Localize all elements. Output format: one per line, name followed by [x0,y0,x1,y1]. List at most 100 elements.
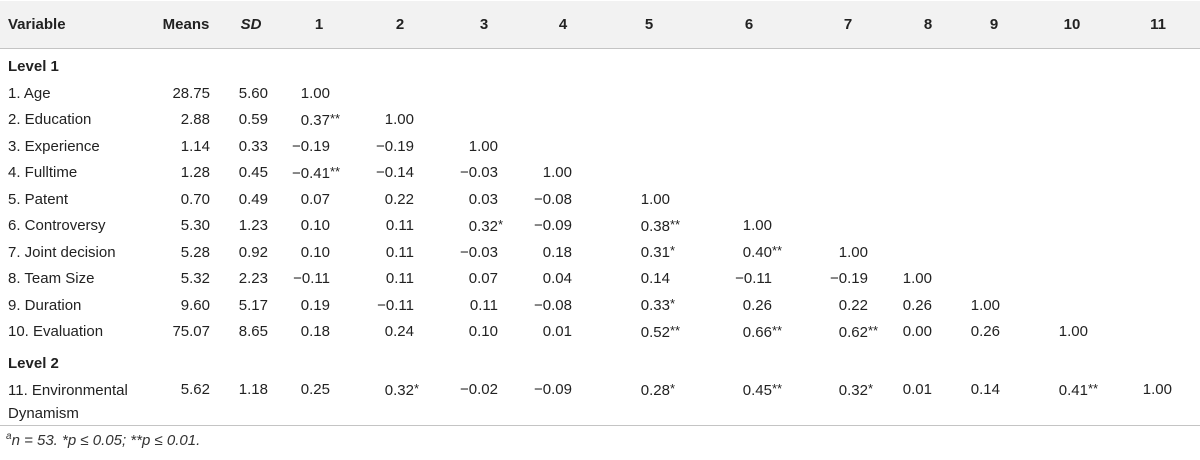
table-row: 9. Duration 9.60 5.17 0.19 −0.11 0.11 −0.08 0.3… [0,292,1200,319]
correlation-cell [896,107,960,134]
correlation-cell: 0.19 [280,292,358,319]
correlation-cell [896,239,960,266]
correlation-cell [800,133,896,160]
sd-cell: 5.17 [238,296,268,314]
correlation-cell: 0.26 [698,292,800,319]
table-row: 6. Controversy 5.30 1.23 0.10 0.11 0.32* −0.09… [0,213,1200,240]
significance-marker: * [670,381,676,396]
correlation-cell: 1.00 [442,133,526,160]
correlation-cell [698,186,800,213]
header-row: Variable Means SD 1 2 3 4 5 6 7 8 9 10 11 [0,1,1200,49]
correlation-cell [698,107,800,134]
correlation-cell [800,80,896,107]
correlation-cell: 1.00 [960,292,1028,319]
correlation-value: 0.26 [970,323,1000,341]
header-means: Means [150,1,222,49]
significance-marker: ** [330,110,341,126]
header-col-7: 7 [800,1,896,49]
correlation-cell: 0.52** [600,319,698,346]
correlation-value: −0.11 [377,296,414,314]
correlation-cell [1116,266,1200,293]
correlation-cell [1116,319,1200,346]
correlation-value: 0.19 [300,296,330,314]
correlation-cell [1116,186,1200,213]
correlation-cell [1116,239,1200,266]
correlation-table: Variable Means SD 1 2 3 4 5 6 7 8 9 10 11 Level 1 1. A… [0,1,1200,426]
correlation-value: 0.25 [300,381,330,398]
table-row: 4. Fulltime 1.28 0.45 −0.41** −0.14 −0.03 1.00 [0,160,1200,187]
correlation-cell [1116,292,1200,319]
correlation-cell [600,160,698,187]
correlation-cell: 0.28* [600,377,698,426]
section-label: Level 2 [8,354,59,372]
significance-marker: ** [868,322,879,338]
correlation-cell [1116,133,1200,160]
correlation-cell [896,160,960,187]
correlation-cell: 0.18 [526,239,600,266]
correlation-cell: −0.03 [442,160,526,187]
table-body: Level 1 1. Age 28.75 5.60 1.00 2. Education 2.… [0,48,1200,426]
correlation-cell [526,133,600,160]
significance-marker: ** [772,243,783,259]
correlation-cell [960,160,1028,187]
header-col-3: 3 [442,1,526,49]
correlation-value: −0.19 [292,137,330,155]
correlation-value: 0.11 [385,243,414,261]
footnote-superscript: a [6,431,12,442]
correlation-cell: 1.00 [526,160,600,187]
correlation-cell [800,107,896,134]
correlation-cell: 0.38** [600,213,698,240]
correlation-cell: 0.14 [600,266,698,293]
correlation-value: 0.32 [838,382,868,399]
correlation-cell: 1.00 [698,213,800,240]
correlation-value: 1.00 [742,217,772,235]
correlation-cell: 0.45** [698,377,800,426]
correlation-value: 0.38 [640,217,670,235]
correlation-cell: −0.19 [280,133,358,160]
correlation-value: 1.00 [384,111,414,129]
means-cell: 1.14 [180,137,210,155]
correlation-cell: 0.41** [1028,377,1116,426]
correlation-cell [698,80,800,107]
header-col-4: 4 [526,1,600,49]
correlation-value: 0.04 [542,270,572,288]
means-cell: 0.70 [180,190,210,208]
variable-name: 7. Joint decision [8,243,116,261]
header-sd: SD [222,1,280,49]
correlation-value: 0.40 [742,244,772,262]
significance-marker: ** [772,381,783,396]
correlation-cell: 0.11 [358,266,442,293]
correlation-cell: 0.14 [960,377,1028,426]
variable-name: 11. Environmental Dynamism [0,377,150,426]
correlation-cell: 1.00 [896,266,960,293]
header-variable: Variable [0,1,150,49]
table-row: 5. Patent 0.70 0.49 0.07 0.22 0.03 −0.08 1.00 [0,186,1200,213]
correlation-value: 0.18 [542,243,572,261]
correlation-cell: −0.11 [280,266,358,293]
correlation-cell: 0.26 [960,319,1028,346]
correlation-cell: 1.00 [358,107,442,134]
correlation-value: −0.09 [534,217,572,235]
correlation-value: 0.45 [742,382,772,399]
header-col-11: 11 [1116,1,1200,49]
correlation-cell [1028,133,1116,160]
correlation-cell [1028,213,1116,240]
correlation-cell: −0.08 [526,292,600,319]
correlation-cell [600,107,698,134]
correlation-value: 0.31 [640,244,670,262]
correlation-cell: 0.11 [358,239,442,266]
significance-marker: * [868,381,874,396]
header-col-9: 9 [960,1,1028,49]
correlation-value: 0.11 [385,270,414,288]
significance-marker: ** [772,322,783,338]
correlation-cell: 0.37** [280,107,358,134]
correlation-cell [1116,160,1200,187]
correlation-value: 0.01 [902,381,932,398]
correlation-cell [1028,80,1116,107]
correlation-value: −0.08 [534,190,572,208]
correlation-value: 0.18 [300,323,330,341]
means-cell: 5.62 [150,377,222,426]
correlation-value: −0.19 [830,270,868,288]
correlation-cell [600,133,698,160]
correlation-value: 0.07 [468,270,498,288]
